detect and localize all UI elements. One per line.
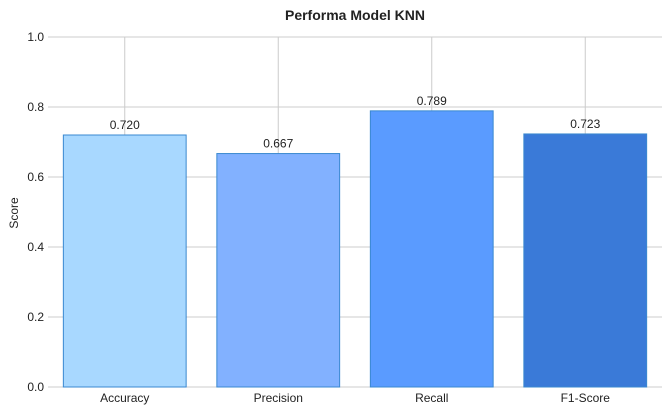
y-tick-label: 0.0 bbox=[27, 380, 44, 394]
x-tick-labels: Accuracy Precision Recall F1-Score bbox=[100, 391, 610, 405]
bar-f1-score bbox=[523, 133, 648, 388]
data-labels: 0.720 0.667 0.789 0.723 bbox=[110, 94, 601, 151]
y-tick-label: 0.6 bbox=[27, 170, 44, 184]
bar-precision bbox=[216, 153, 341, 388]
data-label: 0.720 bbox=[110, 118, 140, 132]
y-tick-label: 0.2 bbox=[27, 310, 44, 324]
x-tick-label: F1-Score bbox=[561, 391, 611, 405]
bar-accuracy bbox=[62, 134, 187, 388]
data-label: 0.723 bbox=[570, 117, 600, 131]
data-label: 0.789 bbox=[417, 94, 447, 108]
y-tick-labels: 0.0 0.2 0.4 0.6 0.8 1.0 bbox=[27, 30, 44, 394]
y-tick-label: 1.0 bbox=[27, 30, 44, 44]
x-tick-label: Precision bbox=[254, 391, 303, 405]
bar-recall bbox=[369, 110, 494, 388]
bars bbox=[62, 110, 648, 388]
data-label: 0.667 bbox=[263, 137, 293, 151]
chart-title: Performa Model KNN bbox=[285, 7, 425, 23]
y-tick-label: 0.8 bbox=[27, 100, 44, 114]
x-tick-label: Accuracy bbox=[100, 391, 149, 405]
y-tick-label: 0.4 bbox=[27, 240, 44, 254]
y-axis-label: Score bbox=[7, 197, 21, 229]
x-tick-label: Recall bbox=[415, 391, 448, 405]
